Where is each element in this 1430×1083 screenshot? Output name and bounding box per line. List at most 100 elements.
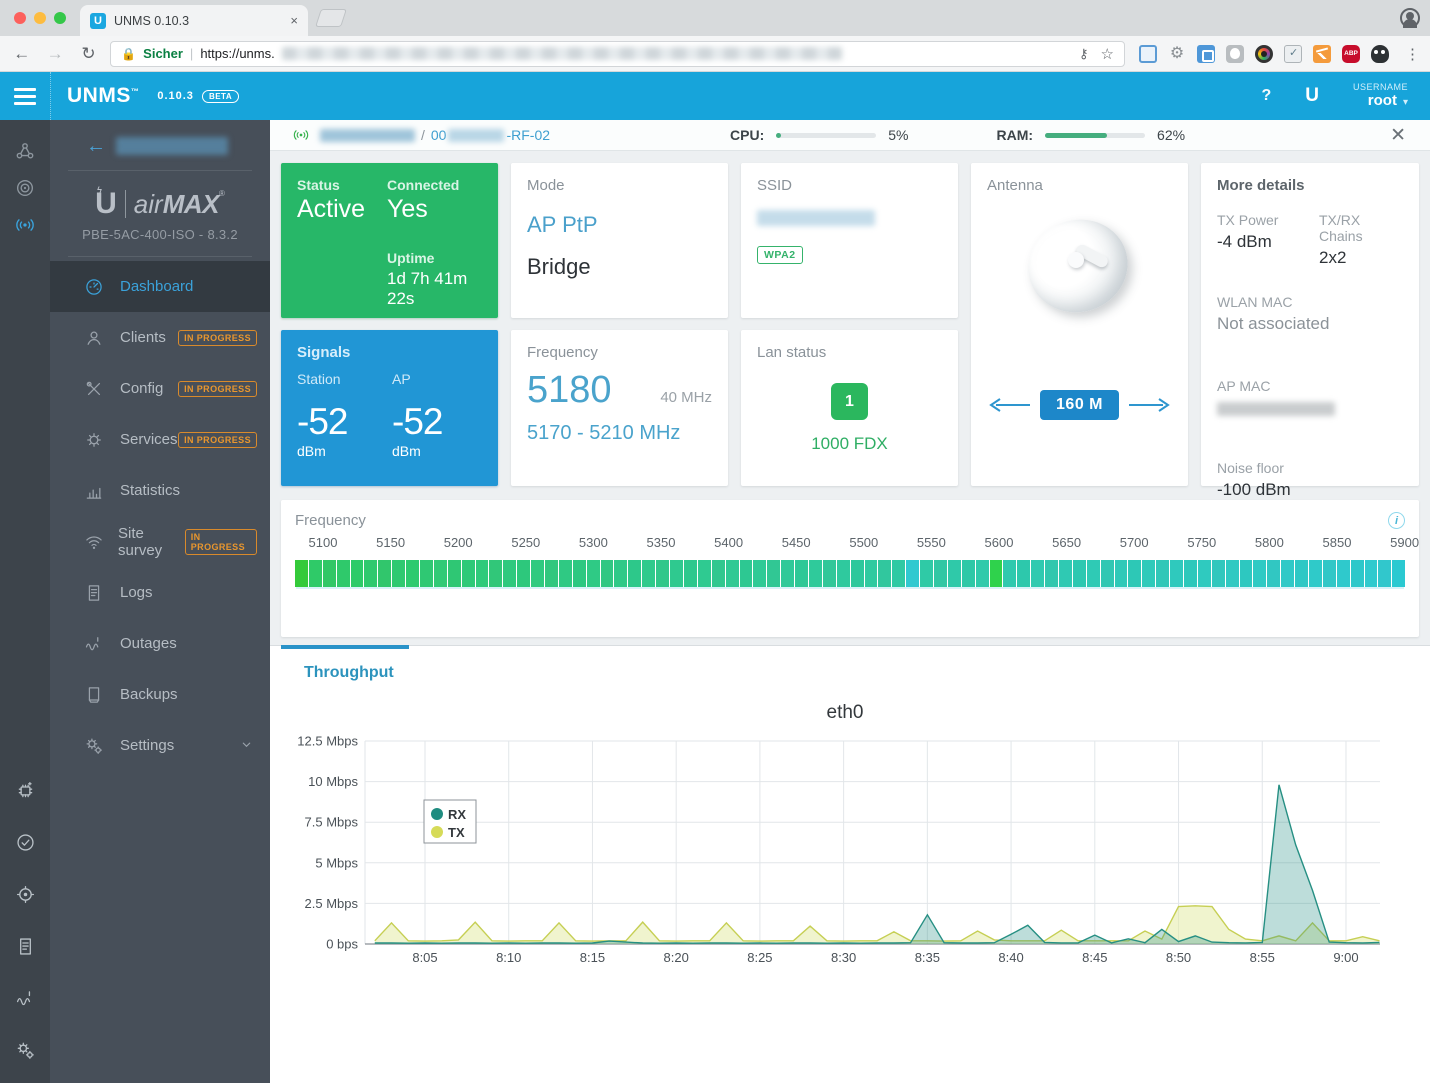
hamburger-menu-icon[interactable]	[0, 87, 50, 105]
rail-sitemap-icon[interactable]	[0, 132, 50, 169]
spectrum-segment	[697, 560, 711, 587]
svg-text:2.5 Mbps: 2.5 Mbps	[305, 896, 359, 911]
new-tab-button[interactable]	[315, 9, 347, 27]
window-controls[interactable]	[14, 12, 66, 24]
key-icon[interactable]: ⚷	[1079, 45, 1089, 61]
spectrum-segment	[572, 560, 586, 587]
spectrum-segment	[600, 560, 614, 587]
sidebar-item-site-survey[interactable]: Site survey IN PROGRESS	[50, 516, 270, 567]
rail-gears-icon[interactable]	[0, 1032, 50, 1069]
window-icon[interactable]	[1139, 44, 1157, 63]
bookmark-star-icon[interactable]: ☆	[1100, 45, 1114, 63]
wlan-mac-label: WLAN MAC	[1217, 294, 1293, 310]
sidebar-item-logs[interactable]: Logs	[50, 567, 270, 618]
spectrum-segment	[961, 560, 975, 587]
rail-crosshair-icon[interactable]	[0, 876, 50, 913]
rail-check-icon[interactable]	[0, 824, 50, 861]
forward-button[interactable]: →	[46, 43, 64, 63]
reload-button[interactable]: ↻	[81, 43, 96, 63]
rail-target-icon[interactable]	[0, 169, 50, 206]
wlan-mac-value: Not associated	[1217, 314, 1330, 333]
ubiquiti-logo-icon[interactable]: U	[1305, 84, 1319, 106]
close-device-panel-icon[interactable]: ✕	[1390, 124, 1406, 146]
info-icon[interactable]: i	[1388, 512, 1405, 529]
uptime-label: Uptime	[387, 250, 435, 266]
sidebar-item-dashboard[interactable]: Dashboard	[50, 261, 270, 312]
back-to-site-button[interactable]: ←	[50, 120, 270, 170]
chart-icon[interactable]	[1313, 44, 1331, 63]
lens-icon[interactable]	[1255, 44, 1273, 63]
ghost-icon[interactable]	[1371, 44, 1389, 63]
spectrum-segment	[350, 560, 364, 587]
spectrum-tick-label: 5300	[578, 535, 608, 550]
sidebar-item-label: Site survey	[118, 524, 163, 559]
browser-menu-icon[interactable]: ⋮	[1405, 45, 1420, 63]
rail-radio-icon[interactable]	[0, 206, 50, 243]
spectrum-tick-label: 5900	[1390, 535, 1420, 550]
icon-rail	[0, 120, 50, 1083]
wifi-icon	[84, 532, 104, 552]
help-button[interactable]: ?	[1261, 86, 1272, 104]
tx-power-value: -4 dBm	[1217, 232, 1272, 251]
ssid-card: SSID WPA2	[741, 163, 958, 318]
ap-signal-value: -52	[392, 401, 443, 442]
sidebar-item-label: Logs	[120, 584, 153, 601]
gear-icon	[84, 430, 106, 450]
svg-text:8:50: 8:50	[1166, 950, 1191, 965]
close-window-icon[interactable]	[14, 12, 26, 24]
rail-wave-icon[interactable]	[0, 980, 50, 1017]
in-progress-badge: IN PROGRESS	[178, 380, 257, 397]
redacted-site-name	[116, 137, 228, 155]
spectrum-segment	[1197, 560, 1211, 587]
spectrum-segment	[1072, 560, 1086, 587]
sidebar-item-settings[interactable]: Settings	[50, 720, 270, 771]
sidebar-item-clients[interactable]: Clients IN PROGRESS	[50, 312, 270, 363]
tab-close-icon[interactable]: ×	[290, 13, 298, 28]
redacted-ap-mac	[1217, 402, 1335, 416]
mail-check-icon[interactable]	[1284, 44, 1302, 63]
antenna-card: Antenna 160 M	[971, 163, 1188, 486]
spectrum-tick-label: 5250	[511, 535, 541, 550]
spectrum-segment	[711, 560, 725, 587]
back-button[interactable]: ←	[13, 43, 31, 63]
rail-doc-icon[interactable]	[0, 928, 50, 965]
browser-profile-icon[interactable]	[1400, 8, 1420, 28]
spectrum-segment	[1322, 560, 1336, 587]
spectrum-tick-label: 5100	[308, 535, 338, 550]
user-menu[interactable]: USERNAME root ▾	[1353, 82, 1408, 111]
minimize-window-icon[interactable]	[34, 12, 46, 24]
spectrum-segment	[433, 560, 447, 587]
maximize-window-icon[interactable]	[54, 12, 66, 24]
sidebar-item-config[interactable]: Config IN PROGRESS	[50, 363, 270, 414]
svg-text:8:45: 8:45	[1082, 950, 1107, 965]
spectrum-segment	[753, 560, 767, 587]
doc-icon	[84, 583, 106, 603]
spectrum-segment	[1100, 560, 1114, 587]
browser-tab[interactable]: U UNMS 0.10.3 ×	[80, 5, 308, 36]
back-arrow-icon[interactable]: ←	[86, 135, 106, 157]
sidebar-item-label: Services	[120, 431, 178, 448]
camera-icon[interactable]	[1226, 44, 1244, 63]
rail-chip-icon[interactable]	[0, 772, 50, 809]
spectrum-segment	[1281, 560, 1295, 587]
abp-icon[interactable]: ABP	[1342, 44, 1360, 63]
main-content: / 00 -RF-02 CPU: 5% RAM: 62% ✕ Status Ac…	[270, 120, 1430, 1083]
spectrum-segment	[670, 560, 683, 587]
link-distance-row: 160 M	[987, 390, 1172, 420]
svg-text:TX: TX	[448, 825, 465, 840]
sidebar-item-label: Clients	[120, 329, 166, 346]
spectrum-bar[interactable]	[295, 560, 1406, 587]
tab-throughput[interactable]: Throughput	[304, 664, 394, 681]
sidebar-item-services[interactable]: Services IN PROGRESS	[50, 414, 270, 465]
sidebar-item-outages[interactable]: Outages	[50, 618, 270, 669]
address-bar[interactable]: 🔒 Sicher | https://unms. ⚷ ☆	[110, 40, 1125, 67]
sidebar-item-label: Statistics	[120, 482, 181, 499]
svg-text:8:05: 8:05	[412, 950, 437, 965]
app-navbar: UNMS™ 0.10.3 BETA ? U USERNAME root ▾	[0, 72, 1430, 120]
spectrum-segment	[1295, 560, 1309, 587]
sidebar-item-statistics[interactable]: Statistics	[50, 465, 270, 516]
sidebar-item-backups[interactable]: Backups	[50, 669, 270, 720]
tag-icon[interactable]	[1197, 44, 1215, 63]
gear-icon[interactable]: ⚙	[1169, 44, 1185, 62]
